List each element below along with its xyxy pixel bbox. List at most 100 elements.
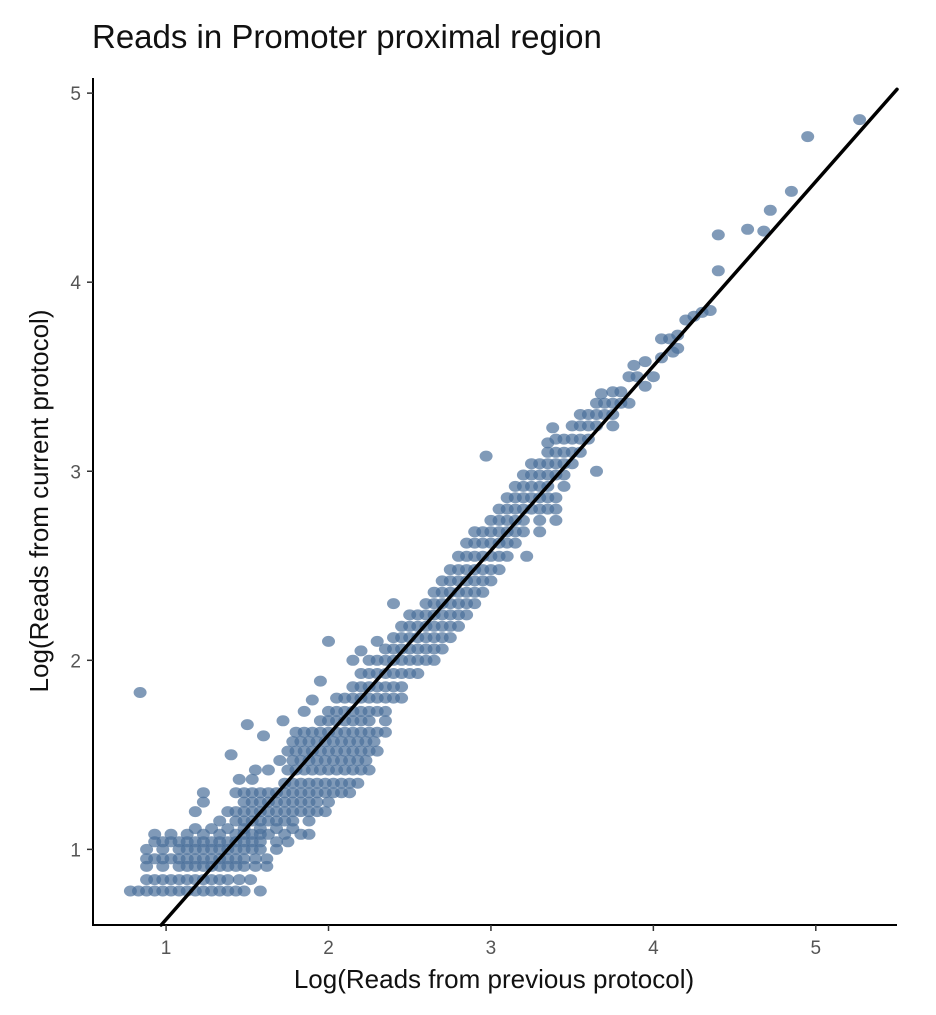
- data-point: [549, 514, 563, 526]
- data-point: [476, 586, 490, 598]
- x-tick-label: 5: [810, 938, 821, 959]
- data-point: [443, 632, 457, 644]
- data-point: [460, 609, 474, 621]
- data-point: [224, 749, 238, 761]
- data-point: [614, 386, 628, 398]
- fit-line: [159, 87, 899, 927]
- data-point: [244, 874, 258, 886]
- data-point: [322, 796, 335, 808]
- data-point: [711, 265, 725, 277]
- data-point: [140, 860, 154, 872]
- x-tick-label: 2: [323, 938, 334, 959]
- data-point: [606, 420, 620, 432]
- data-point: [370, 745, 384, 757]
- data-point: [370, 635, 384, 647]
- data-point: [549, 503, 563, 515]
- data-point: [318, 806, 332, 818]
- data-point: [221, 874, 235, 886]
- y-tick-label: 1: [70, 840, 81, 861]
- data-point: [322, 635, 335, 647]
- data-point: [853, 114, 867, 126]
- data-point: [435, 643, 449, 655]
- data-point: [305, 694, 319, 706]
- data-point: [492, 564, 506, 576]
- data-point: [427, 654, 441, 666]
- data-point: [248, 764, 262, 776]
- data-point: [468, 598, 482, 610]
- data-point: [594, 388, 608, 400]
- data-point: [133, 687, 147, 698]
- data-point: [646, 371, 660, 383]
- data-point: [302, 815, 316, 827]
- x-axis-title: Log(Reads from previous protocol): [294, 964, 694, 994]
- y-axis-ticks: 1 2 3 4 5: [70, 84, 93, 861]
- data-point: [387, 598, 400, 610]
- y-axis-title: Log(Reads from current protocol): [24, 310, 54, 693]
- data-point: [260, 853, 274, 865]
- data-point: [245, 773, 259, 785]
- data-point: [232, 773, 246, 785]
- data-point: [359, 755, 373, 766]
- data-point: [286, 823, 300, 835]
- y-tick-label: 3: [70, 462, 81, 483]
- data-point: [378, 726, 392, 738]
- y-tick-label: 5: [70, 84, 81, 105]
- data-point: [549, 492, 563, 504]
- data-point: [297, 705, 311, 717]
- data-point: [479, 450, 493, 462]
- y-tick-label: 2: [70, 651, 81, 672]
- data-point: [240, 719, 254, 731]
- data-point: [452, 620, 465, 632]
- data-point: [784, 185, 798, 197]
- data-point: [156, 860, 170, 872]
- data-point: [248, 860, 262, 872]
- data-point: [362, 764, 376, 776]
- data-point: [533, 514, 547, 526]
- data-point: [354, 645, 368, 657]
- data-point: [533, 526, 547, 538]
- data-point: [627, 359, 641, 371]
- data-point: [270, 843, 283, 855]
- y-tick-label: 4: [70, 273, 81, 294]
- data-point: [622, 397, 636, 409]
- data-point: [188, 823, 202, 835]
- data-point: [367, 736, 381, 748]
- data-point: [237, 853, 251, 865]
- data-point: [484, 575, 498, 587]
- data-point: [261, 764, 275, 776]
- chart-title: Reads in Promoter proximal region: [92, 18, 602, 55]
- data-point: [188, 806, 202, 818]
- data-point: [546, 422, 560, 434]
- data-point: [671, 342, 685, 354]
- data-point: [253, 823, 267, 835]
- data-point: [801, 131, 815, 143]
- data-point: [741, 223, 755, 235]
- data-point: [395, 692, 409, 704]
- data-point: [286, 815, 300, 827]
- data-point: [156, 843, 170, 855]
- x-tick-label: 4: [648, 938, 659, 959]
- data-point: [273, 755, 287, 766]
- data-point: [711, 229, 725, 241]
- data-point: [221, 823, 235, 835]
- data-point: [638, 380, 652, 392]
- data-point: [205, 823, 219, 835]
- data-point: [343, 787, 357, 799]
- data-point: [248, 853, 262, 865]
- data-point: [260, 860, 274, 872]
- data-point: [557, 480, 571, 492]
- data-point: [253, 885, 267, 897]
- data-point: [638, 356, 652, 368]
- data-point: [411, 668, 425, 679]
- data-point: [500, 550, 514, 562]
- data-points: [123, 114, 867, 897]
- x-tick-label: 3: [486, 938, 497, 959]
- data-point: [520, 550, 534, 562]
- x-axis-ticks: 1 2 3 4 5: [161, 925, 821, 959]
- data-point: [270, 823, 283, 835]
- data-point: [351, 777, 365, 789]
- data-point: [590, 465, 603, 477]
- data-point: [237, 860, 251, 872]
- data-point: [378, 705, 392, 717]
